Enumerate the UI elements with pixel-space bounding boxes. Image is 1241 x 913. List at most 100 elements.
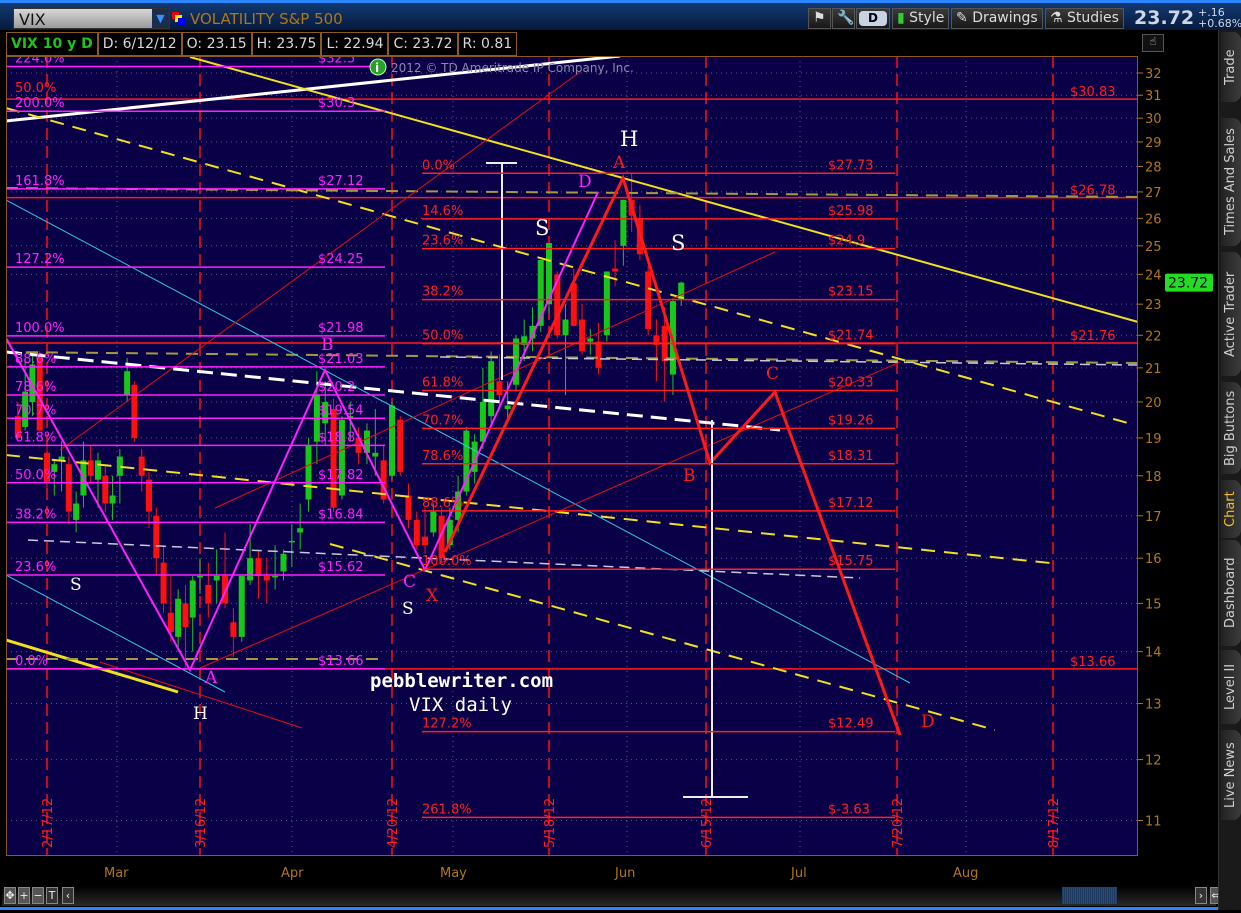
candle[interactable] [138,449,145,492]
candle[interactable] [645,265,652,336]
candle[interactable] [603,271,610,342]
candle[interactable] [51,460,58,496]
pan-icon[interactable]: ✥ [4,887,16,904]
text-tool-icon[interactable]: T [46,887,58,904]
studies-button[interactable]: ⚗ Studies [1045,8,1124,29]
gray-dashed-trendline-lower[interactable] [27,539,861,579]
horizontal-scrollbar[interactable]: ✥ + − T ‹ › ⇔ [2,886,1222,906]
magenta-harmonic-pattern[interactable] [6,191,599,673]
yellow-solid-lower-left[interactable] [6,638,179,694]
scrollbar-thumb[interactable] [1062,887,1117,904]
candle[interactable] [579,304,586,355]
candle[interactable] [678,281,685,306]
candle[interactable] [272,545,279,590]
side-tab-chart[interactable]: Chart [1221,480,1241,538]
yellow-dashed-channel-upper[interactable] [6,107,1136,426]
candle[interactable] [496,354,503,406]
candle[interactable] [146,471,152,529]
chart-spec[interactable]: VIX 10 y D [6,32,98,56]
candle[interactable] [653,319,660,382]
style-button[interactable]: ▮ Style [892,8,950,29]
aggregation-button[interactable]: D [856,8,890,29]
flex-grid-icon[interactable]: ⚑ [808,8,831,29]
candle[interactable] [44,441,50,492]
candle[interactable] [330,398,337,512]
wrench-icon[interactable]: 🔧 [832,8,855,29]
candle[interactable] [116,449,123,504]
candle[interactable] [197,558,203,595]
candle[interactable] [213,549,220,604]
candle[interactable] [363,423,370,465]
candle[interactable] [430,503,437,537]
candle[interactable] [153,507,160,576]
candle[interactable] [546,243,552,314]
cyan-trendline-lower[interactable] [6,574,226,693]
candle[interactable] [14,402,21,442]
candle[interactable] [36,351,43,431]
candle[interactable] [189,575,196,652]
scroll-right-button[interactable]: › [1195,887,1207,904]
gray-dashed-trendline-upper[interactable] [439,356,1138,366]
candle[interactable] [160,545,167,613]
candle[interactable] [175,589,182,652]
candle[interactable] [397,416,404,476]
candle[interactable] [205,562,212,618]
side-tab-live-news[interactable]: Live News [1221,730,1241,820]
candle[interactable] [389,402,395,480]
candle[interactable] [167,575,174,642]
candle[interactable] [463,426,470,496]
candle[interactable] [471,434,478,484]
candle[interactable] [73,491,80,533]
candle[interactable] [230,608,237,657]
candle[interactable] [587,328,594,355]
cyan-trendline-upper[interactable] [6,199,911,684]
white-range-marker-lower[interactable] [683,420,748,798]
white-range-marker-upper[interactable] [486,162,517,380]
side-tab-level-ii[interactable]: Level II [1221,650,1241,724]
symbol-input[interactable]: VIX ▼ [13,8,170,29]
candle[interactable] [322,381,329,446]
cursor-mode-button[interactable]: ☝ [1142,34,1164,52]
red-harmonic-pattern[interactable] [443,173,902,736]
candle[interactable] [182,584,189,667]
drawings-button[interactable]: ✎ Drawings [951,8,1043,29]
yellow-dashed-channel-lower[interactable] [329,543,996,731]
candle[interactable] [238,575,245,642]
white-trendline[interactable] [6,56,621,123]
red-thin-trendline-1[interactable] [59,71,581,451]
candle[interactable] [131,381,138,442]
candle[interactable] [537,259,544,333]
time-axis[interactable]: Mar Apr May Jun Jul Aug [0,858,1140,886]
candle[interactable] [102,464,109,512]
zoom-in-icon[interactable]: + [18,887,30,904]
side-tab-times-and-sales[interactable]: Times And Sales [1221,118,1241,246]
candle[interactable] [372,409,379,476]
candle[interactable] [562,304,569,396]
candle[interactable] [422,507,429,554]
candle[interactable] [479,367,486,450]
candle[interactable] [297,503,304,550]
candle[interactable] [595,322,602,375]
color-link-icon[interactable] [172,12,186,26]
candle[interactable] [405,483,412,529]
white-dashed-trendline[interactable] [6,350,781,432]
olive-dashed-level-21[interactable] [6,351,1138,364]
candle[interactable] [512,335,519,392]
price-axis[interactable] [1139,56,1217,856]
yellow-trendline[interactable] [189,57,1138,323]
candle[interactable] [95,452,101,508]
side-tab-trade[interactable]: Trade [1221,32,1241,102]
side-tab-dashboard[interactable]: Dashboard [1221,540,1241,646]
candle[interactable] [305,437,312,512]
symbol-dropdown-button[interactable]: ▼ [152,9,169,28]
candle[interactable] [65,456,72,525]
candle[interactable] [263,558,270,604]
zoom-out-icon[interactable]: − [32,887,44,904]
red-thin-trendline-4[interactable] [99,661,303,729]
yellow-dashed-channel-middle[interactable] [6,454,1051,564]
red-thin-trendline-2[interactable] [214,251,776,509]
candle[interactable] [87,445,94,484]
candle[interactable] [255,549,262,599]
candle[interactable] [288,524,295,568]
candle[interactable] [280,549,287,581]
